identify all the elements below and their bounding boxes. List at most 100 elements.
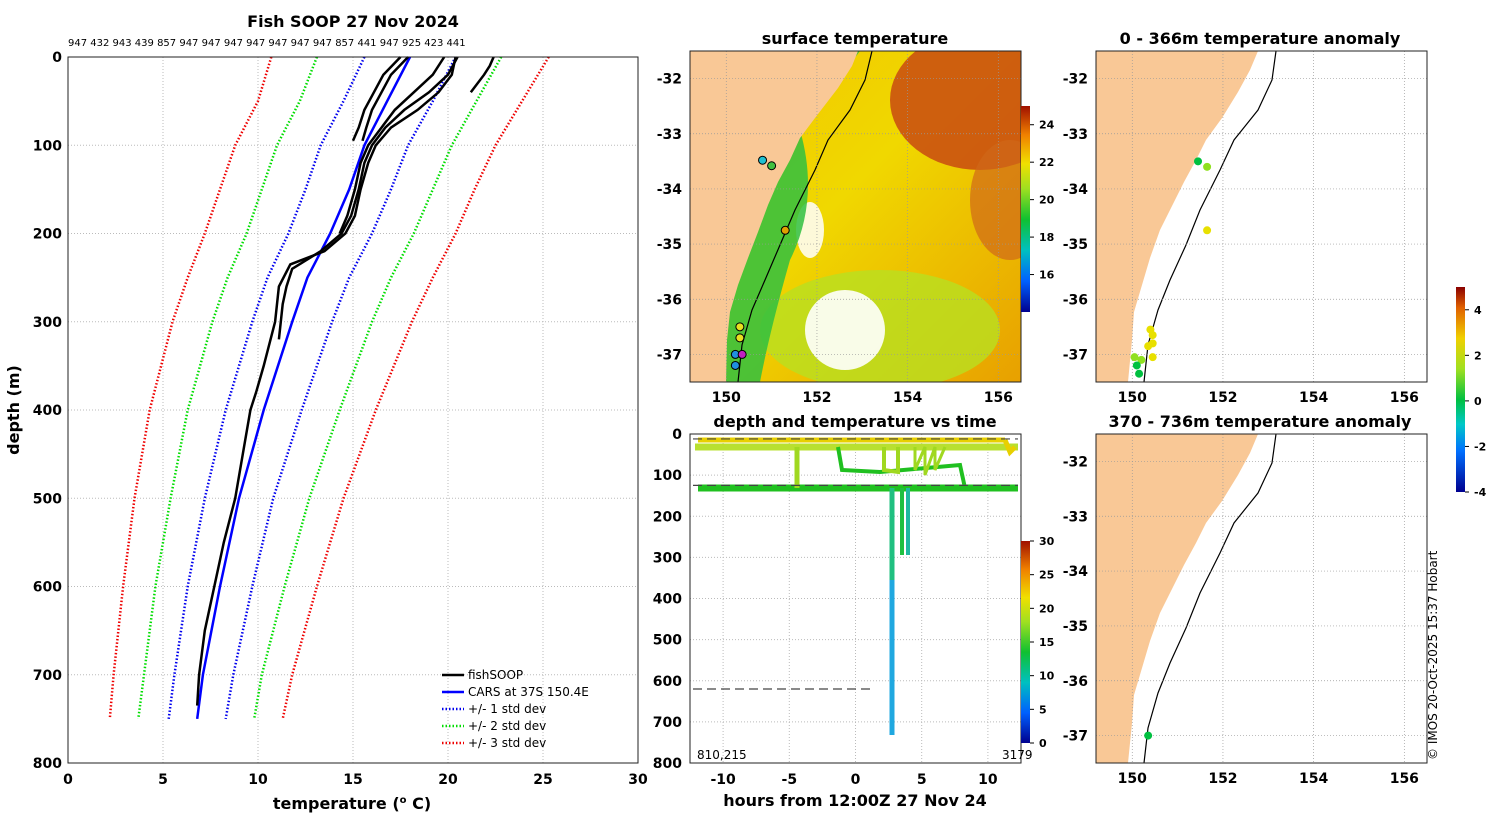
profile-fishsoop-line (195, 56, 457, 706)
profile-std-line (137, 56, 319, 720)
colorbar-tick-label: 15 (1039, 636, 1054, 649)
map-ytick-label: -32 (1063, 454, 1088, 470)
time-xtick-label: 10 (978, 772, 998, 788)
map-xtick-label: 156 (1390, 390, 1419, 406)
profile-std-line (167, 56, 366, 720)
time-annotation-right: 3179 (1002, 748, 1033, 762)
map-ytick-label: -35 (1063, 619, 1088, 635)
map-xtick-label: 154 (1299, 390, 1328, 406)
time-ytick-label: 800 (653, 756, 682, 772)
anomaly-colorbar (1456, 287, 1465, 492)
sst-cloud-patch (805, 290, 885, 370)
map-profile-point (758, 155, 768, 165)
map-profile-point (1137, 355, 1146, 364)
map-ytick-label: -36 (1063, 674, 1088, 690)
time-colorbar-ticks: 0 5 10 15 20 25 30 (1030, 535, 1055, 750)
colorbar-tick-label: 0 (1039, 737, 1047, 750)
sst-isobath (737, 51, 873, 382)
map-xtick-label: 152 (1208, 390, 1237, 406)
time-ytick-label: 0 (672, 427, 682, 443)
profile-xlabel: temperature (o C) (273, 794, 431, 813)
sst-title: surface temperature (762, 29, 949, 48)
profile-xtick-label: 5 (158, 772, 168, 788)
profile-grid (67, 56, 639, 764)
map-profile-point (1132, 361, 1141, 370)
anomaly-grid (1096, 51, 1427, 382)
profile-xtick-label: 0 (63, 772, 73, 788)
profile-std-line (281, 56, 550, 720)
colorbar-tick-label: 18 (1039, 231, 1054, 244)
map-profile-point (1130, 353, 1139, 362)
anomaly-ticks: 150 152 154 156 -32 -33 -34 -35 -36 -37 (1063, 72, 1419, 406)
map-ytick-label: -37 (1063, 729, 1088, 745)
profile-ytick-label: 400 (33, 403, 62, 419)
profile-std-line (252, 56, 503, 720)
time-reference-lines (693, 438, 1018, 690)
map-ytick-label: -34 (1063, 564, 1089, 580)
colorbar-tick-label: 4 (1474, 304, 1482, 317)
profile-title: Fish SOOP 27 Nov 2024 (247, 12, 459, 31)
anomaly-land (1096, 51, 1258, 382)
anomaly-top-title: 0 - 366m temperature anomaly (1120, 29, 1401, 48)
time-xtick-label: 0 (851, 772, 861, 788)
map-profile-point (767, 161, 777, 171)
colorbar-tick-label: 25 (1039, 569, 1054, 582)
anomaly-frame (1095, 433, 1428, 764)
anomaly-grid (1096, 434, 1427, 763)
time-ytick-label: 500 (653, 633, 682, 649)
map-profile-point (780, 225, 790, 235)
profile-std-line (224, 56, 457, 720)
profile-ytick-label: 200 (33, 227, 62, 243)
legend-std2: +/- 2 std dev (468, 719, 546, 733)
anomaly-map-deep: 150 152 154 156 -32 -33 -34 -35 -36 -37 370 - 736… (1063, 412, 1428, 787)
time-annotation-left: 810,215 (697, 748, 747, 762)
map-ytick-label: -35 (657, 237, 682, 253)
time-ytick-label: 300 (653, 550, 682, 566)
time-grid (690, 433, 1021, 764)
map-profile-point (737, 349, 747, 359)
profile-xtick-label: 30 (628, 772, 648, 788)
sst-warm-patch (890, 51, 1021, 170)
sst-colorbar (1021, 106, 1030, 312)
map-ytick-label: -33 (1063, 509, 1088, 525)
legend-cars: CARS at 37S 150.4E (468, 685, 589, 699)
map-xtick-label: 150 (1118, 390, 1147, 406)
time-ytick-label: 200 (653, 509, 682, 525)
profile-fishsoop-line (351, 56, 402, 142)
profile-cars-line (195, 56, 412, 720)
map-xtick-label: 156 (984, 390, 1013, 406)
time-ytick-label: 400 (653, 592, 682, 608)
time-dive (882, 447, 900, 475)
time-title: depth and temperature vs time (713, 412, 996, 431)
colorbar-tick-label: -4 (1474, 486, 1487, 499)
map-ytick-label: -37 (657, 347, 682, 363)
colorbar-tick-label: 10 (1039, 670, 1055, 683)
sst-warm-patch (970, 140, 1021, 260)
colorbar-tick-label: 0 (1474, 395, 1482, 408)
anomaly-frame (1095, 50, 1428, 383)
profile-fishsoop-line (361, 56, 409, 142)
map-profile-point (1203, 162, 1212, 171)
map-xtick-label: 154 (893, 390, 922, 406)
anomaly-isobath (1143, 434, 1277, 763)
sst-profile-points (730, 155, 790, 370)
profile-ytick-label: 100 (33, 138, 62, 154)
profile-ytick-label: 600 (33, 580, 62, 596)
colorbar-tick-label: 24 (1039, 119, 1055, 132)
map-xtick-label: 152 (802, 390, 831, 406)
map-ytick-label: -33 (1063, 127, 1088, 143)
map-ytick-label: -36 (657, 292, 682, 308)
time-tracks (695, 437, 1018, 735)
anomaly-land (1096, 434, 1258, 763)
colorbar-tick-label: 20 (1039, 602, 1055, 615)
colorbar-tick-label: 22 (1039, 156, 1054, 169)
time-xtick-label: -10 (710, 772, 736, 788)
anomaly-bottom-title: 370 - 736m temperature anomaly (1109, 412, 1412, 431)
map-profile-point (1144, 731, 1153, 740)
profile-std-line (108, 56, 273, 720)
map-profile-point (1203, 226, 1212, 235)
time-dive (836, 446, 967, 489)
profile-ytick-label: 0 (52, 50, 62, 66)
